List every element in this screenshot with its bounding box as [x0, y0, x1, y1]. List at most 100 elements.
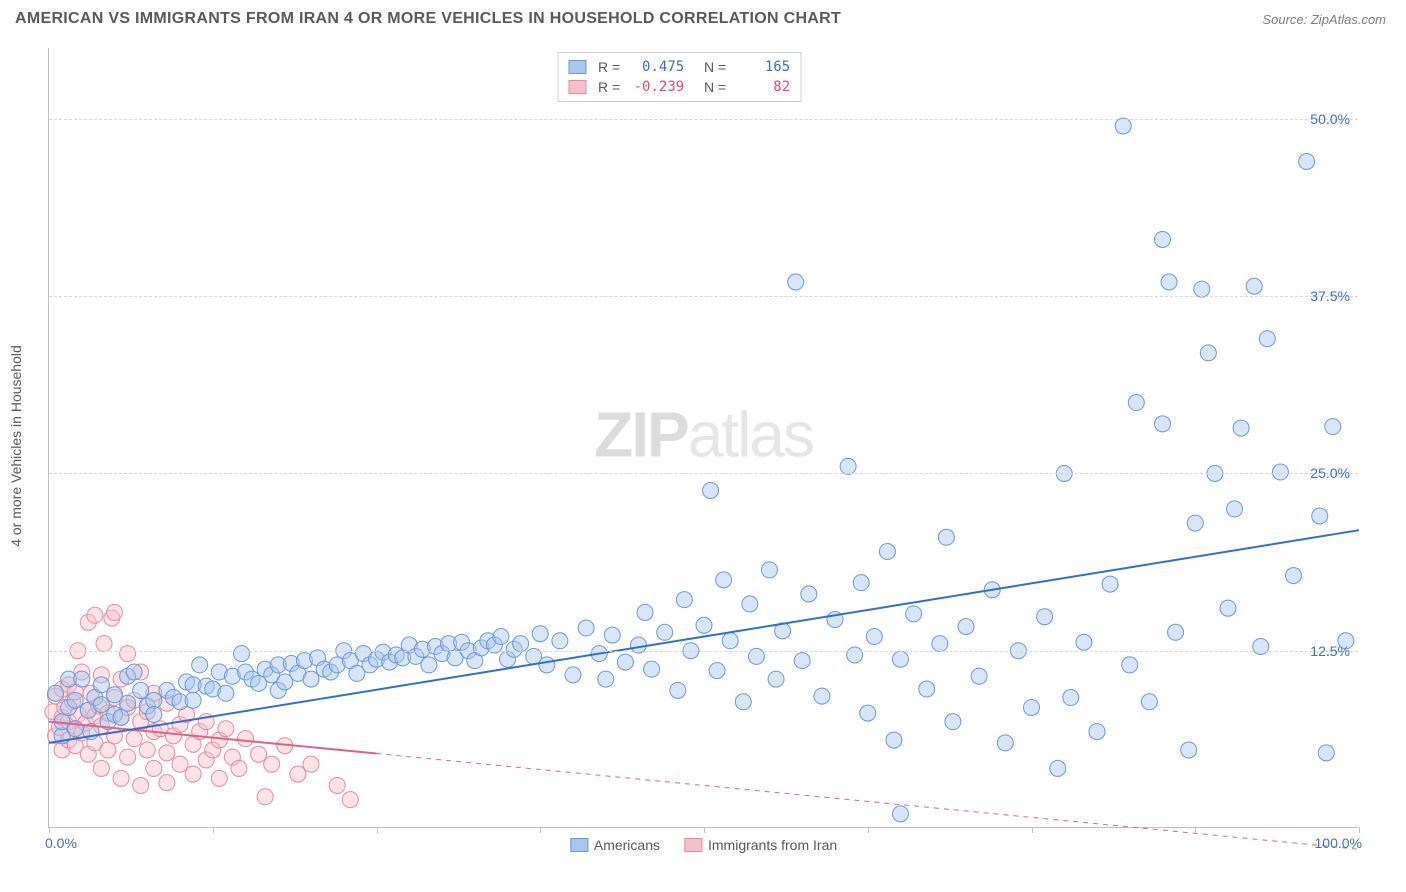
scatter-point: [1200, 345, 1216, 361]
scatter-point: [342, 792, 358, 808]
scatter-point: [120, 695, 136, 711]
scatter-point: [238, 731, 254, 747]
scatter-point: [945, 714, 961, 730]
scatter-point: [159, 745, 175, 761]
legend-swatch-icon: [570, 838, 588, 852]
scatter-point: [997, 735, 1013, 751]
scatter-point: [139, 742, 155, 758]
scatter-point: [1259, 331, 1275, 347]
scatter-point: [1155, 416, 1171, 432]
scatter-point: [1128, 395, 1144, 411]
scatter-point: [120, 646, 136, 662]
scatter-point: [1168, 624, 1184, 640]
scatter-point: [1063, 690, 1079, 706]
y-tick-label: 37.5%: [1310, 288, 1350, 304]
scatter-point: [716, 572, 732, 588]
scatter-point: [146, 707, 162, 723]
legend-item: Immigrants from Iran: [684, 837, 837, 853]
scatter-point: [146, 760, 162, 776]
scatter-point: [231, 760, 247, 776]
scatter-point: [1155, 231, 1171, 247]
n-value: 165: [734, 57, 790, 77]
scatter-point: [67, 692, 83, 708]
scatter-point: [1227, 501, 1243, 517]
n-value: 82: [734, 77, 790, 97]
scatter-point: [1220, 600, 1236, 616]
gridline: [49, 119, 1358, 120]
scatter-point: [329, 777, 345, 793]
scatter-point: [290, 766, 306, 782]
scatter-point: [1102, 576, 1118, 592]
scatter-point: [1318, 745, 1334, 761]
scatter-point: [801, 586, 817, 602]
y-axis-label: 4 or more Vehicles in Household: [8, 345, 24, 547]
n-label: N =: [696, 57, 726, 77]
scatter-point: [126, 731, 142, 747]
scatter-point: [958, 619, 974, 635]
scatter-point: [1050, 760, 1066, 776]
scatter-point: [421, 657, 437, 673]
scatter-point: [794, 653, 810, 669]
x-tick: [1195, 827, 1196, 833]
scatter-point: [1312, 508, 1328, 524]
scatter-point: [578, 620, 594, 636]
scatter-point: [48, 685, 64, 701]
scatter-point: [617, 654, 633, 670]
scatter-point: [107, 604, 123, 620]
scatter-point: [735, 694, 751, 710]
scatter-point: [159, 775, 175, 791]
scatter-point: [1187, 515, 1203, 531]
scatter-point: [709, 663, 725, 679]
scatter-point: [100, 742, 116, 758]
scatter-point: [860, 705, 876, 721]
legend-swatch-icon: [568, 80, 586, 94]
scatter-point: [866, 629, 882, 645]
scatter-point: [853, 575, 869, 591]
scatter-point: [565, 667, 581, 683]
chart-title: AMERICAN VS IMMIGRANTS FROM IRAN 4 OR MO…: [15, 10, 841, 28]
scatter-point: [218, 721, 234, 737]
gridline: [49, 651, 1358, 652]
scatter-point: [722, 633, 738, 649]
scatter-chart: [49, 48, 1359, 828]
legend-item: Americans: [570, 837, 660, 853]
scatter-point: [126, 664, 142, 680]
scatter-point: [303, 756, 319, 772]
scatter-point: [93, 677, 109, 693]
scatter-point: [257, 789, 273, 805]
scatter-point: [513, 636, 529, 652]
scatter-point: [532, 626, 548, 642]
scatter-point: [1253, 638, 1269, 654]
scatter-point: [893, 806, 909, 822]
scatter-point: [919, 681, 935, 697]
scatter-point: [1141, 694, 1157, 710]
x-max-label: 100.0%: [1315, 835, 1362, 851]
gridline: [49, 473, 1358, 474]
x-tick: [213, 827, 214, 833]
scatter-point: [637, 604, 653, 620]
scatter-point: [598, 671, 614, 687]
plot-area: ZIPatlas R =0.475 N =165R =-0.239 N =82 …: [48, 48, 1358, 828]
legend-series: Americans Immigrants from Iran: [570, 837, 837, 853]
scatter-point: [938, 529, 954, 545]
x-tick: [704, 827, 705, 833]
scatter-point: [703, 482, 719, 498]
scatter-point: [251, 746, 267, 762]
scatter-point: [657, 624, 673, 640]
scatter-point: [303, 671, 319, 687]
scatter-point: [113, 709, 129, 725]
x-tick: [1032, 827, 1033, 833]
legend-stat-row: R =-0.239 N =82: [568, 77, 790, 97]
scatter-point: [1122, 657, 1138, 673]
scatter-point: [146, 692, 162, 708]
scatter-point: [932, 636, 948, 652]
scatter-point: [840, 458, 856, 474]
scatter-point: [1233, 420, 1249, 436]
y-tick-label: 25.0%: [1310, 465, 1350, 481]
n-label: N =: [696, 77, 726, 97]
scatter-point: [211, 770, 227, 786]
scatter-point: [493, 629, 509, 645]
scatter-point: [670, 682, 686, 698]
scatter-point: [87, 607, 103, 623]
scatter-point: [218, 685, 234, 701]
